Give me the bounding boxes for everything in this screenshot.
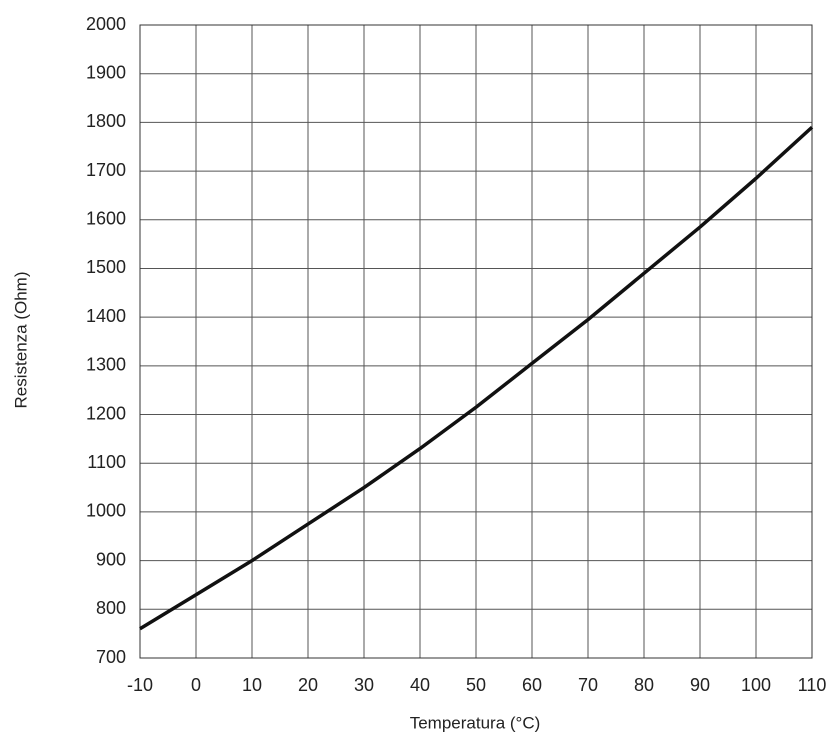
y-tick-label: 1000 [86,501,126,521]
y-tick-label: 1300 [86,355,126,375]
x-tick-label: 30 [354,675,374,695]
y-tick-label: 1600 [86,209,126,229]
x-tick-label: 70 [578,675,598,695]
y-tick-label: 700 [96,647,126,667]
x-tick-label: 50 [466,675,486,695]
x-tick-label: 10 [242,675,262,695]
x-axis-title: Temperatura (°C) [410,713,541,732]
x-tick-label: 20 [298,675,318,695]
y-tick-label: 1500 [86,257,126,277]
y-tick-label: 1800 [86,111,126,131]
x-tick-label: 90 [690,675,710,695]
y-axis-title: Resistenza (Ohm) [11,272,30,409]
y-tick-label: 2000 [86,14,126,34]
x-tick-label: 60 [522,675,542,695]
y-tick-label: 800 [96,598,126,618]
plot-frame [139,24,813,659]
x-tick-label: -10 [127,675,153,695]
y-tick-label: 1400 [86,306,126,326]
y-tick-label: 1100 [87,452,126,472]
x-tick-label: 110 [798,675,827,695]
y-tick-label: 900 [96,549,126,569]
x-tick-label: 0 [191,675,201,695]
data-line [139,125,814,631]
y-tick-label: 1200 [86,403,126,423]
y-tick-label: 1700 [86,160,126,180]
x-tick-label: 100 [741,675,771,695]
y-tick-label: 1900 [86,62,126,82]
x-tick-label: 40 [410,675,430,695]
x-tick-label: 80 [634,675,654,695]
